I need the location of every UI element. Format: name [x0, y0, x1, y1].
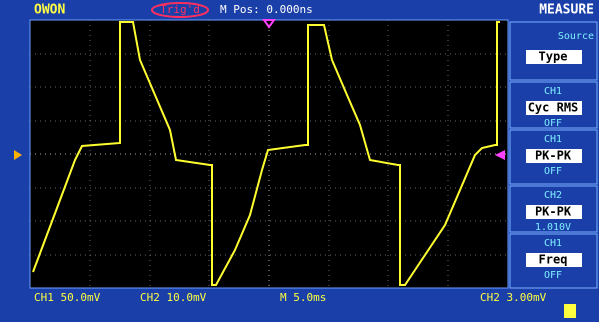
menu-label: CH1 — [544, 86, 562, 97]
menu-value: Type — [539, 50, 568, 64]
menu-title: MEASURE — [539, 3, 594, 18]
ch1-scale: CH1 50.0mV — [34, 291, 101, 304]
trigger-status: Trig'd — [160, 3, 200, 16]
menu-value: Cyc RMS — [528, 101, 579, 115]
page: OWON Trig'd M Pos: 0.000ns MEASURE Sourc… — [0, 0, 599, 322]
menu-reading: OFF — [544, 118, 562, 129]
menu-value: PK-PK — [535, 149, 572, 163]
side-panel: Source Type CH1 Cyc RMS OFF CH1 PK-PK OFF CH2 PK-… — [510, 22, 597, 288]
usb-icon — [564, 304, 576, 318]
menu-reading: 1.010V — [535, 222, 571, 233]
menu-label: CH1 — [544, 134, 562, 145]
menu-label: CH1 — [544, 238, 562, 249]
trigger-setting: CH2 3.00mV — [480, 291, 547, 304]
menu-value: PK-PK — [535, 205, 572, 219]
position: M Pos: 0.000ns — [220, 3, 313, 16]
menu-label: Source — [558, 31, 594, 42]
ch2-scale: CH2 10.0mV — [140, 291, 207, 304]
menu-reading: OFF — [544, 166, 562, 177]
menu-reading: OFF — [544, 270, 562, 281]
menu-label: CH2 — [544, 190, 562, 201]
oscilloscope-screen: OWON Trig'd M Pos: 0.000ns MEASURE Sourc… — [0, 0, 599, 322]
timebase: M 5.0ms — [280, 291, 326, 304]
brand: OWON — [34, 3, 65, 18]
menu-value: Freq — [539, 253, 568, 267]
